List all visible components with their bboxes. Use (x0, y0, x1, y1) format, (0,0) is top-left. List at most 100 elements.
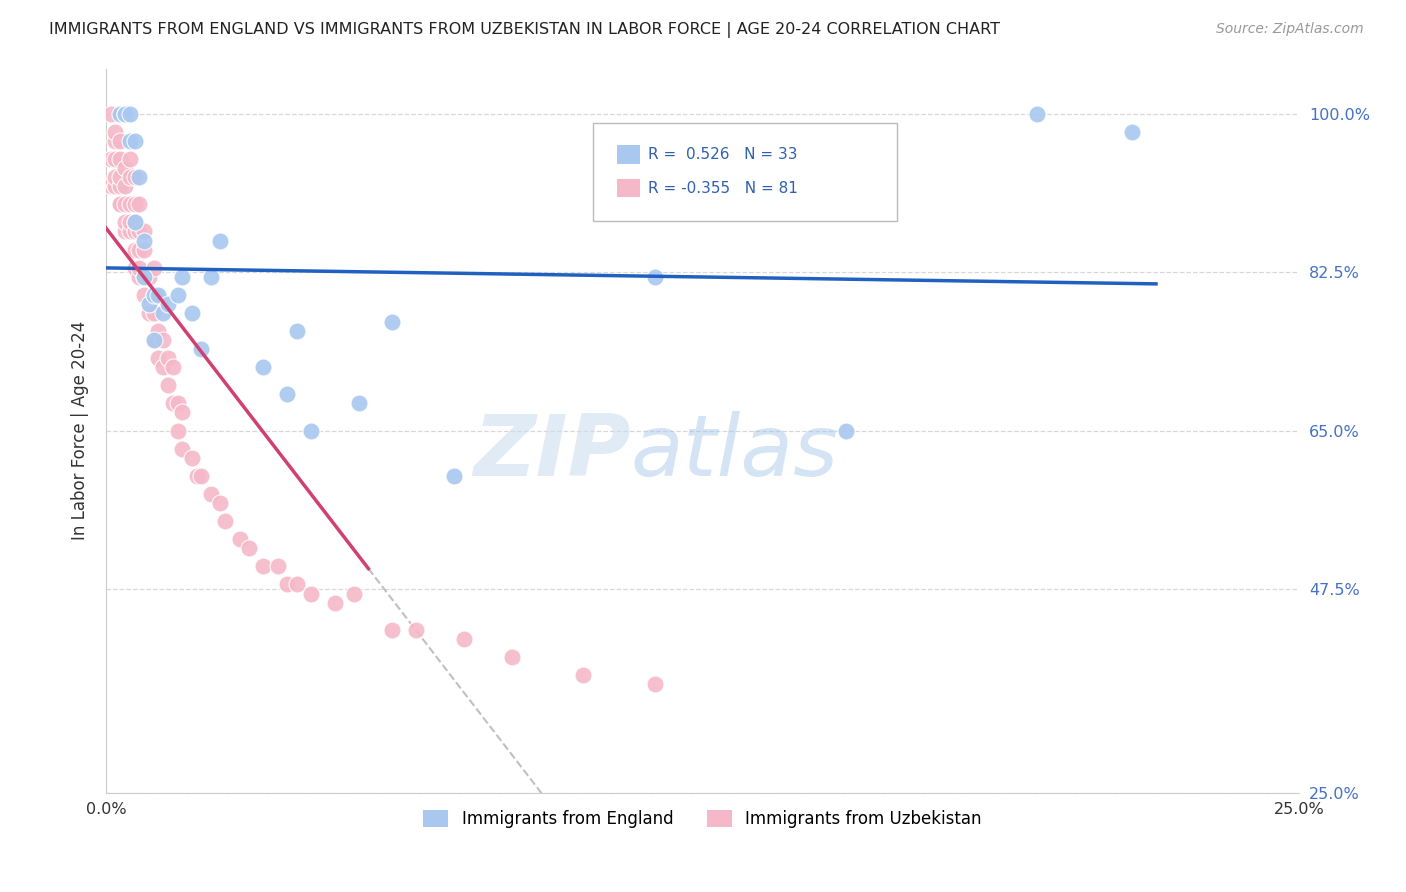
Point (114, 107, 136, 121)
Point (148, 288, 170, 302)
Point (118, 215, 141, 229)
Point (156, 378, 179, 392)
Point (381, 315, 404, 329)
Text: Source: ZipAtlas.com: Source: ZipAtlas.com (1216, 22, 1364, 37)
Point (132, 288, 155, 302)
Legend: Immigrants from England, Immigrants from Uzbekistan: Immigrants from England, Immigrants from… (416, 804, 988, 835)
Point (104, 125, 127, 139)
Point (644, 677, 666, 691)
Point (267, 559, 290, 574)
Point (381, 623, 404, 637)
Point (110, 152, 132, 166)
Point (405, 623, 427, 637)
Point (180, 450, 202, 465)
Point (110, 197, 132, 211)
Point (128, 197, 150, 211)
Point (118, 134, 141, 148)
Point (104, 134, 127, 148)
Point (156, 351, 179, 366)
Point (252, 360, 274, 375)
Point (172, 442, 194, 456)
Point (104, 179, 127, 194)
Point (1025, 107, 1047, 121)
Text: IMMIGRANTS FROM ENGLAND VS IMMIGRANTS FROM UZBEKISTAN IN LABOR FORCE | AGE 20-24: IMMIGRANTS FROM ENGLAND VS IMMIGRANTS FR… (49, 22, 1000, 38)
Point (343, 586, 366, 600)
Point (186, 468, 208, 483)
Point (152, 360, 174, 375)
Point (118, 107, 141, 121)
Point (104, 152, 127, 166)
Point (138, 297, 160, 311)
Point (110, 179, 132, 194)
Point (162, 360, 184, 375)
Text: atlas: atlas (631, 411, 839, 494)
Point (118, 197, 141, 211)
Point (100, 107, 122, 121)
Point (118, 224, 141, 238)
Point (110, 134, 132, 148)
Point (148, 288, 170, 302)
Point (190, 468, 212, 483)
Point (110, 197, 132, 211)
Point (172, 405, 194, 419)
Point (200, 487, 222, 501)
Point (152, 333, 174, 347)
Point (142, 260, 165, 275)
Point (166, 396, 188, 410)
Point (128, 269, 150, 284)
Point (124, 224, 146, 238)
Point (200, 269, 222, 284)
Bar (617, 145, 641, 164)
Point (100, 179, 122, 194)
Point (110, 170, 132, 185)
Point (114, 161, 136, 175)
Point (156, 297, 179, 311)
Point (128, 170, 150, 185)
Point (132, 269, 155, 284)
Point (128, 243, 150, 257)
Point (124, 197, 146, 211)
Point (285, 324, 308, 338)
Point (347, 396, 370, 410)
Point (138, 269, 160, 284)
Point (835, 424, 858, 438)
Point (285, 577, 308, 591)
Point (443, 468, 465, 483)
Point (132, 243, 155, 257)
Point (128, 224, 150, 238)
Point (142, 333, 165, 347)
Point (148, 351, 170, 366)
Bar (617, 178, 641, 197)
Point (323, 596, 346, 610)
Point (100, 179, 122, 194)
Point (138, 306, 160, 320)
Point (299, 586, 322, 600)
Y-axis label: In Labor Force | Age 20-24: In Labor Force | Age 20-24 (72, 321, 89, 541)
Point (1121, 125, 1143, 139)
Text: R =  0.526   N = 33: R = 0.526 N = 33 (648, 147, 797, 162)
Point (152, 306, 174, 320)
Point (142, 333, 165, 347)
Point (124, 243, 146, 257)
Point (190, 342, 212, 356)
Point (276, 577, 298, 591)
Point (142, 288, 165, 302)
Point (166, 288, 188, 302)
Point (276, 387, 298, 401)
Point (124, 170, 146, 185)
Text: ZIP: ZIP (474, 411, 631, 494)
Point (110, 107, 132, 121)
Point (124, 260, 146, 275)
Point (118, 152, 141, 166)
Point (114, 107, 136, 121)
Point (238, 541, 260, 556)
Point (172, 269, 194, 284)
Point (644, 269, 666, 284)
Point (166, 424, 188, 438)
Point (100, 152, 122, 166)
Point (180, 306, 202, 320)
Point (114, 215, 136, 229)
Point (128, 260, 150, 275)
Point (162, 396, 184, 410)
Point (142, 306, 165, 320)
